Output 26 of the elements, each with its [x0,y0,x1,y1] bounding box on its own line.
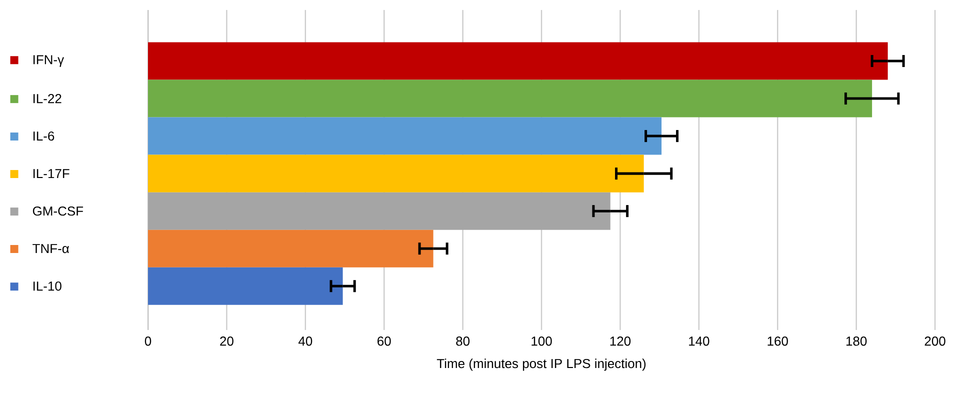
bar [148,230,434,268]
y-tick-label: GM-CSF [32,206,84,216]
x-tick-label: 100 [532,336,552,346]
bar [148,80,872,118]
x-tick-label: 0 [144,336,152,346]
y-tick-label: IFN-γ [33,55,64,67]
x-axis-title: Time (minutes post IP LPS injection) [436,358,646,371]
y-tick-label: IL-22 [33,94,62,104]
bar [148,154,644,192]
bar [148,117,662,155]
x-tick-label: 180 [846,336,867,346]
x-tick-label: 60 [378,336,391,346]
x-tick-label: 80 [456,336,470,346]
x-tick-label: 160 [768,336,788,346]
x-tick-label: 140 [689,336,710,346]
x-tick-label: 20 [220,336,234,346]
x-tick-label: 200 [924,336,946,346]
x-tick-label: 120 [610,336,631,346]
bar [148,267,343,305]
y-tick-label: IL-17F [33,169,70,178]
bar [148,192,610,230]
bar [148,42,888,80]
y-tick-label: TNF-α [32,244,70,254]
x-tick-label: 40 [298,336,312,346]
y-tick-label: IL-6 [33,131,54,141]
y-tick-label: IL-10 [33,282,62,291]
